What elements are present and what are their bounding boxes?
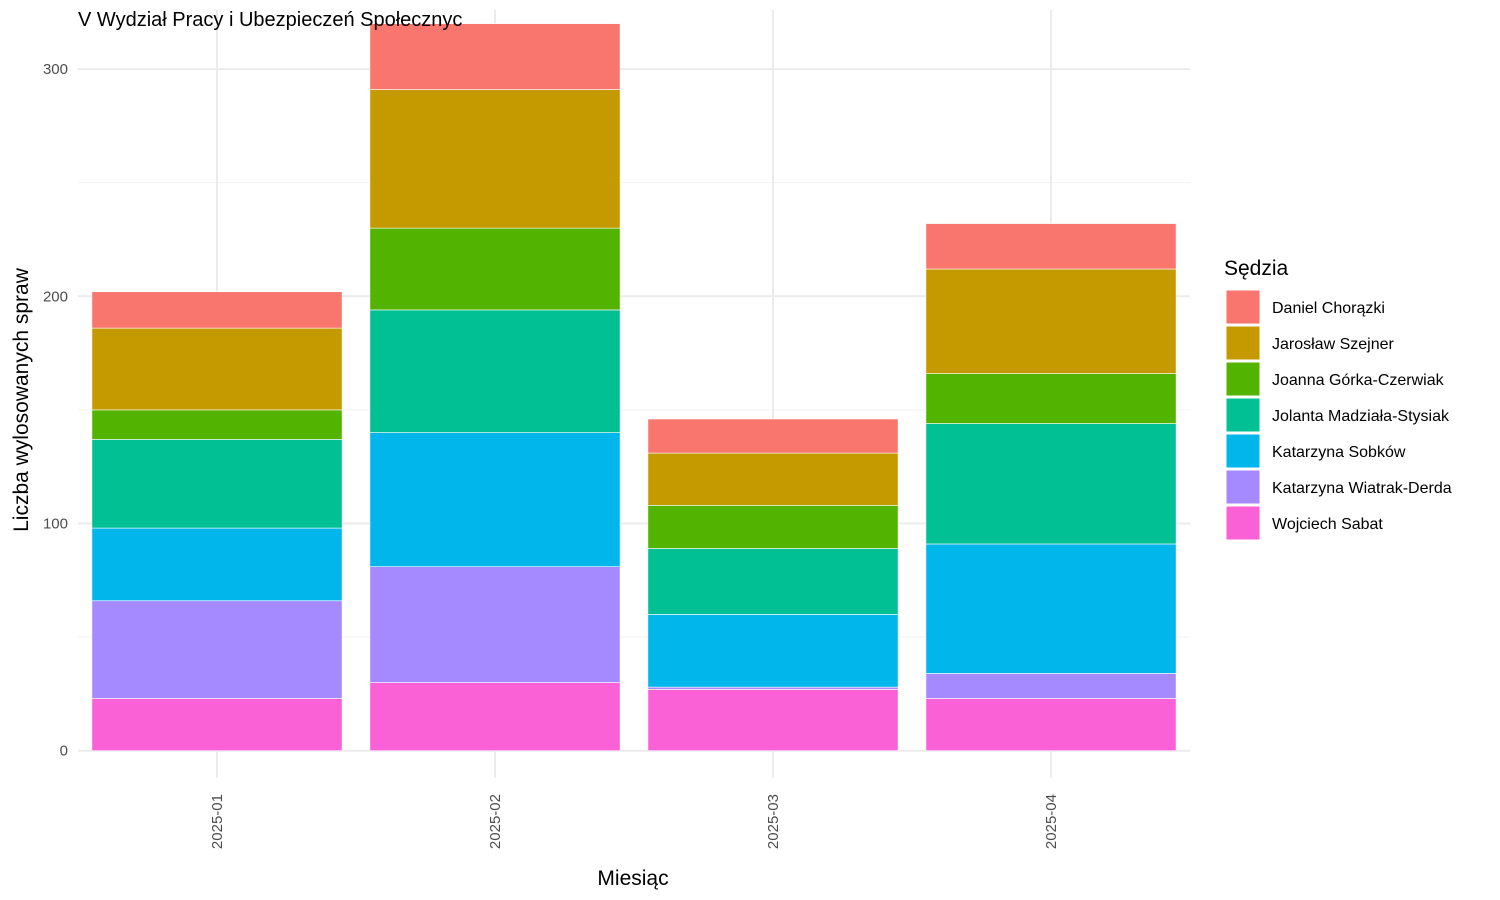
legend-key: [1225, 433, 1261, 469]
bar-segment: [925, 268, 1177, 374]
bar-segment: [925, 423, 1177, 545]
y-tick-label: 100: [43, 516, 68, 533]
y-tick-label: 200: [43, 288, 68, 305]
bar-segment: [91, 327, 343, 411]
bars: [91, 23, 1177, 752]
bar-segment: [647, 505, 899, 549]
bar-segment: [647, 686, 899, 690]
y-axis-ticks: 0 100 200 300: [43, 61, 68, 760]
x-tick-label: 2025-02: [487, 794, 504, 849]
legend-key: [1225, 505, 1261, 541]
legend-key: [1225, 325, 1261, 361]
x-tick-label: 2025-04: [1043, 794, 1060, 849]
bar-segment: [91, 409, 343, 440]
legend-label: Joanna Górka-Czerwiak: [1272, 372, 1445, 389]
bar-segment: [91, 527, 343, 602]
bar-segment: [91, 698, 343, 752]
bar-segment: [647, 548, 899, 615]
bar-segment: [925, 543, 1177, 674]
bar-segment: [91, 600, 343, 699]
legend-title: Sędzia: [1224, 257, 1289, 280]
legend-label: Jarosław Szejner: [1272, 336, 1395, 353]
x-tick-label: 2025-01: [209, 794, 226, 849]
bar-segment: [91, 291, 343, 329]
legend-label: Katarzyna Sobków: [1272, 444, 1406, 461]
legend-label: Katarzyna Wiatrak-Derda: [1272, 480, 1452, 497]
legend-label: Wojciech Sabat: [1272, 516, 1383, 533]
bar-segment: [925, 698, 1177, 752]
y-tick-label: 300: [43, 61, 68, 78]
x-tick-label: 2025-03: [765, 794, 782, 849]
bar-segment: [369, 23, 621, 90]
bar-segment: [925, 673, 1177, 699]
bar-segment: [647, 614, 899, 688]
legend-key: [1225, 289, 1261, 325]
legend-key: [1225, 361, 1261, 397]
bar-segment: [647, 418, 899, 454]
bar-segment: [647, 689, 899, 752]
legend: Sędzia Daniel Chorązki Jarosław Szejner Jo…: [1224, 257, 1452, 541]
legend-label: Jolanta Madziała-Stysiak: [1272, 408, 1450, 425]
x-axis-ticks: 2025-01 2025-02 2025-03 2025-04: [209, 794, 1060, 849]
x-axis-title: Miesiąc: [597, 867, 668, 890]
bar-segment: [925, 223, 1177, 270]
bar-segment: [925, 373, 1177, 424]
bar-segment: [369, 309, 621, 433]
legend-key: [1225, 469, 1261, 505]
y-axis-title: Liczba wylosowanych spraw: [10, 267, 33, 532]
bar-segment: [91, 439, 343, 529]
bar-segment: [369, 89, 621, 229]
legend-label: Daniel Chorązki: [1272, 300, 1385, 317]
y-tick-label: 0: [60, 743, 68, 760]
bar-segment: [369, 566, 621, 683]
legend-key: [1225, 397, 1261, 433]
bar-segment: [647, 452, 899, 506]
bar-segment: [369, 227, 621, 311]
bar-segment: [369, 432, 621, 567]
bar-segment: [369, 682, 621, 752]
chart-title: V Wydział Pracy i Ubezpieczeń Społecznyc: [78, 9, 462, 31]
